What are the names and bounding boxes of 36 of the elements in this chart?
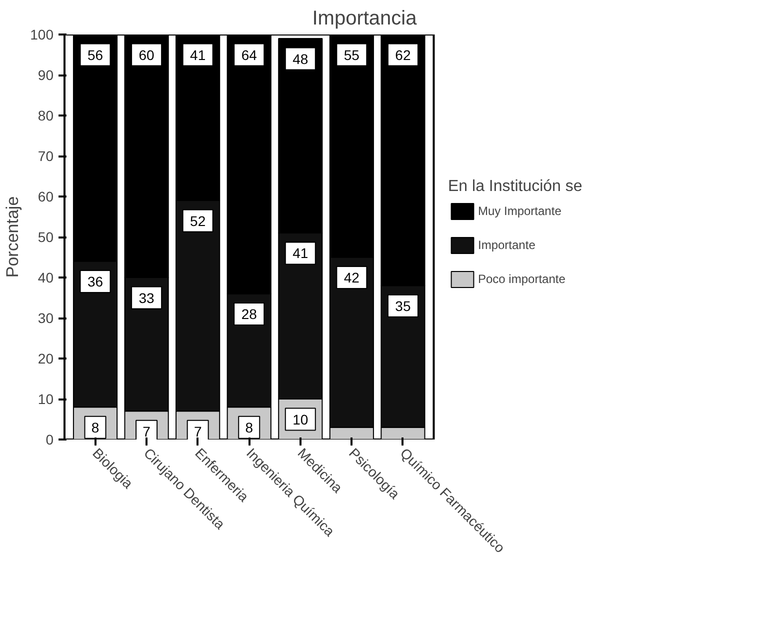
data-label: 64: [241, 46, 258, 63]
data-label: 33: [138, 290, 155, 306]
data-label: 8: [245, 419, 254, 436]
data-label: 7: [142, 423, 151, 440]
legend-label: Muy Importante: [478, 204, 562, 218]
data-label: 35: [395, 298, 411, 314]
y-tick-label: 20: [38, 350, 54, 366]
data-label: 7: [194, 423, 202, 440]
data-label: 8: [91, 419, 100, 436]
data-label: 42: [344, 270, 360, 286]
y-tick-label: 30: [38, 310, 54, 326]
y-tick-label: 10: [38, 391, 54, 407]
data-label: 60: [138, 46, 155, 63]
y-tick-label: 70: [38, 148, 54, 164]
y-axis-title: Porcentaje: [3, 196, 22, 278]
chart-title: Importancia: [312, 8, 418, 30]
y-tick-label: 50: [38, 229, 54, 245]
data-label: 10: [292, 411, 308, 428]
data-label: 36: [87, 274, 104, 290]
y-tick-label: 0: [46, 432, 54, 448]
y-tick-label: 100: [30, 26, 54, 42]
legend-title: En la Institución se: [448, 178, 582, 196]
data-label: 41: [190, 46, 206, 63]
data-label: 48: [292, 50, 308, 67]
legend-label: Importante: [478, 238, 536, 252]
legend-label: Poco importante: [478, 272, 566, 286]
data-label: 62: [395, 46, 411, 63]
data-label: 55: [344, 46, 360, 63]
data-label: 52: [190, 212, 206, 229]
y-tick-label: 90: [38, 67, 54, 83]
data-label: 56: [87, 46, 104, 63]
y-tick-label: 60: [38, 188, 54, 204]
y-tick-label: 40: [38, 270, 54, 286]
data-label: 28: [241, 306, 258, 322]
y-tick-label: 80: [38, 108, 54, 124]
data-label: 41: [292, 245, 308, 262]
